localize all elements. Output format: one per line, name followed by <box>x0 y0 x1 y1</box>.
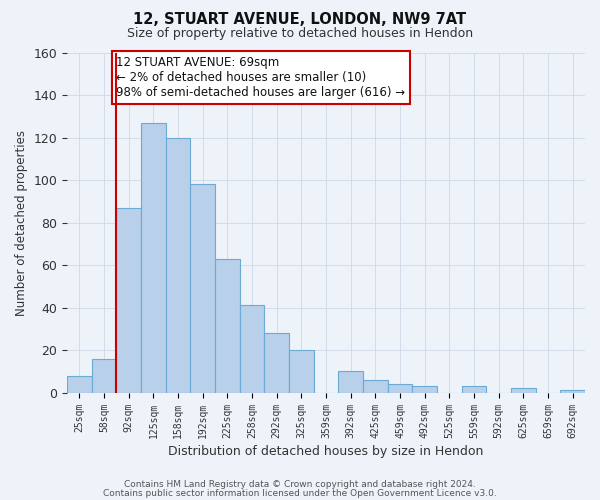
Bar <box>166 138 190 392</box>
Bar <box>265 333 289 392</box>
Bar <box>462 386 487 392</box>
Bar <box>363 380 388 392</box>
Bar <box>190 184 215 392</box>
Text: 12 STUART AVENUE: 69sqm
← 2% of detached houses are smaller (10)
98% of semi-det: 12 STUART AVENUE: 69sqm ← 2% of detached… <box>116 56 406 99</box>
Bar <box>511 388 536 392</box>
X-axis label: Distribution of detached houses by size in Hendon: Distribution of detached houses by size … <box>169 444 484 458</box>
Bar <box>215 258 240 392</box>
Bar <box>141 122 166 392</box>
Y-axis label: Number of detached properties: Number of detached properties <box>15 130 28 316</box>
Bar <box>289 350 314 393</box>
Text: Contains HM Land Registry data © Crown copyright and database right 2024.: Contains HM Land Registry data © Crown c… <box>124 480 476 489</box>
Bar <box>92 358 116 392</box>
Bar <box>338 372 363 392</box>
Bar <box>560 390 585 392</box>
Bar <box>412 386 437 392</box>
Bar <box>67 376 92 392</box>
Bar <box>240 306 265 392</box>
Text: 12, STUART AVENUE, LONDON, NW9 7AT: 12, STUART AVENUE, LONDON, NW9 7AT <box>133 12 467 28</box>
Text: Contains public sector information licensed under the Open Government Licence v3: Contains public sector information licen… <box>103 488 497 498</box>
Bar <box>388 384 412 392</box>
Bar <box>116 208 141 392</box>
Text: Size of property relative to detached houses in Hendon: Size of property relative to detached ho… <box>127 28 473 40</box>
